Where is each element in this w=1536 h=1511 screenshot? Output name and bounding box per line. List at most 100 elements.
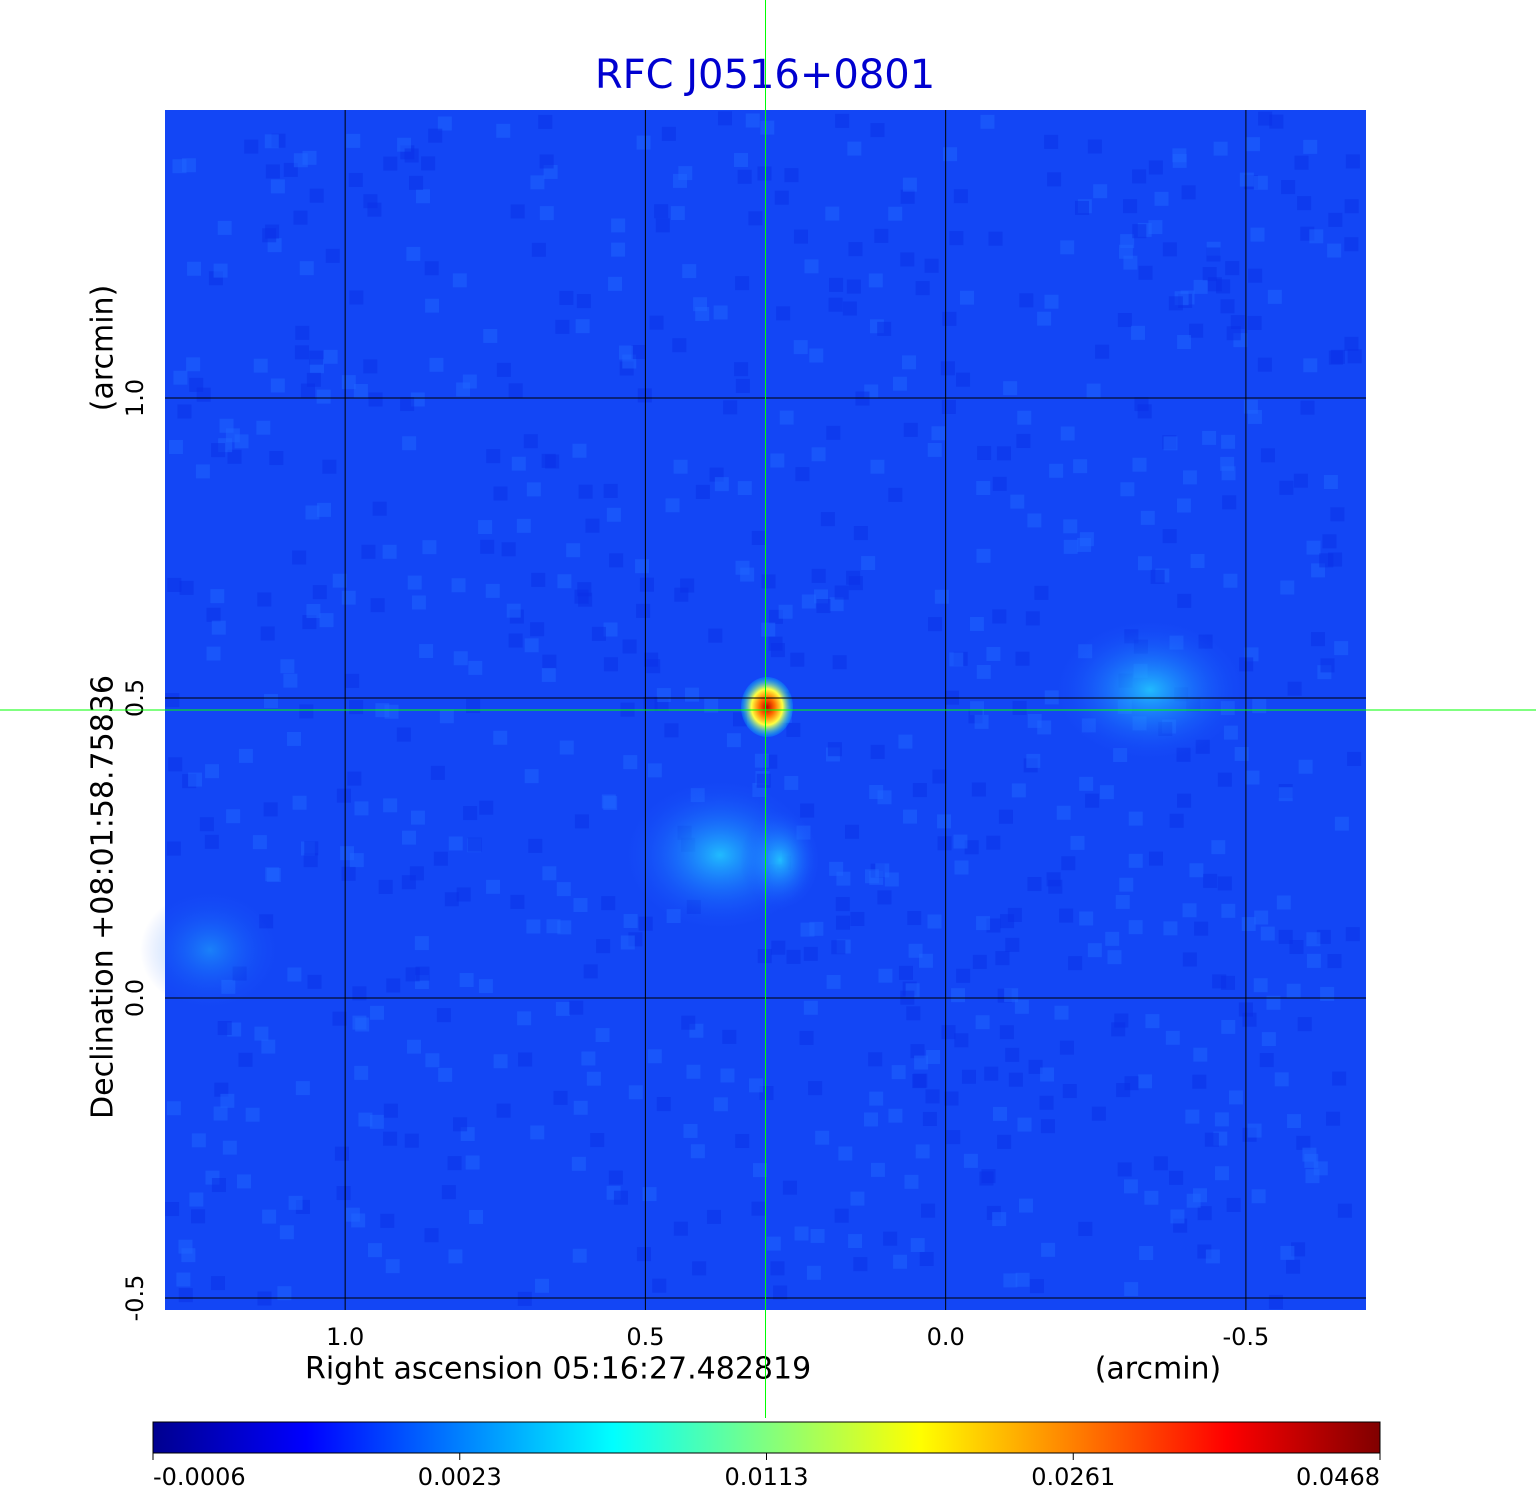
noise-pixel (1182, 903, 1197, 918)
noise-pixel (1123, 1179, 1138, 1194)
noise-pixel (737, 169, 752, 184)
noise-pixel (448, 836, 463, 851)
noise-pixel (1115, 894, 1130, 909)
noise-pixel (998, 809, 1013, 824)
noise-pixel (1070, 835, 1085, 850)
noise-pixel (714, 477, 729, 492)
noise-pixel (294, 345, 309, 360)
noise-pixel (1216, 279, 1231, 294)
noise-pixel (309, 350, 324, 365)
noise-pixel (1300, 400, 1315, 415)
noise-pixel (720, 1068, 735, 1083)
noise-pixel (1099, 785, 1114, 800)
noise-pixel (1248, 268, 1263, 283)
noise-pixel (206, 607, 221, 622)
noise-pixel (1027, 877, 1042, 892)
noise-pixel (927, 914, 942, 929)
noise-pixel (370, 598, 385, 613)
noise-pixel (800, 803, 815, 818)
noise-pixel (312, 585, 327, 600)
noise-pixel (940, 361, 955, 376)
noise-pixel (976, 664, 991, 679)
colorbar-tick-label: 0.0023 (418, 1463, 502, 1491)
noise-pixel (647, 763, 662, 778)
noise-pixel (1222, 495, 1237, 510)
noise-pixel (1040, 1067, 1055, 1082)
noise-pixel (1079, 532, 1094, 547)
noise-pixel (574, 589, 589, 604)
noise-pixel (237, 1174, 252, 1189)
noise-pixel (478, 979, 493, 994)
noise-pixel (1062, 1084, 1077, 1099)
noise-pixel (1203, 873, 1218, 888)
noise-pixel (603, 796, 618, 811)
noise-pixel (1176, 498, 1191, 513)
noise-pixel (681, 1015, 696, 1030)
noise-pixel (1230, 315, 1245, 330)
noise-pixel (734, 362, 749, 377)
noise-pixel (757, 949, 772, 964)
noise-pixel (556, 882, 571, 897)
noise-pixel (816, 599, 831, 614)
noise-pixel (424, 1228, 439, 1243)
noise-pixel (210, 1276, 225, 1291)
noise-pixel (1245, 137, 1260, 152)
noise-pixel (690, 1144, 705, 1159)
noise-pixel (907, 911, 922, 926)
noise-pixel (870, 459, 885, 474)
noise-pixel (919, 1251, 934, 1266)
noise-pixel (1322, 534, 1337, 549)
noise-pixel (204, 834, 219, 849)
noise-pixel (557, 574, 572, 589)
noise-pixel (795, 467, 810, 482)
noise-pixel (963, 1153, 978, 1168)
noise-pixel (611, 218, 626, 233)
noise-pixel (623, 914, 638, 929)
noise-pixel (1185, 1109, 1200, 1124)
noise-pixel (770, 643, 785, 658)
noise-pixel (217, 220, 232, 235)
noise-pixel (1289, 940, 1304, 955)
noise-pixel (913, 1073, 928, 1088)
noise-pixel (168, 757, 183, 772)
noise-pixel (510, 204, 525, 219)
noise-pixel (1197, 1206, 1212, 1221)
noise-pixel (748, 211, 763, 226)
noise-pixel (300, 383, 315, 398)
noise-pixel (1168, 296, 1183, 311)
noise-pixel (900, 189, 915, 204)
noise-pixel (530, 175, 545, 190)
noise-pixel (1131, 325, 1146, 340)
noise-pixel (571, 1156, 586, 1171)
noise-pixel (211, 443, 226, 458)
noise-pixel (1326, 1111, 1341, 1126)
noise-pixel (1253, 978, 1268, 993)
noise-pixel (664, 723, 679, 738)
noise-pixel (277, 1286, 292, 1301)
noise-pixel (1247, 409, 1262, 424)
noise-pixel (1132, 457, 1147, 472)
noise-pixel (1044, 294, 1059, 309)
noise-pixel (1000, 914, 1015, 929)
noise-pixel (1345, 927, 1360, 942)
noise-pixel (369, 1114, 384, 1129)
noise-pixel (713, 305, 728, 320)
noise-pixel (1214, 1112, 1229, 1127)
noise-pixel (977, 445, 992, 460)
noise-pixel (479, 800, 494, 815)
noise-pixel (682, 264, 697, 279)
noise-pixel (1211, 840, 1226, 855)
noise-pixel (1193, 279, 1208, 294)
noise-pixel (1148, 220, 1163, 235)
noise-pixel (1260, 926, 1275, 941)
noise-pixel (436, 1008, 451, 1023)
noise-pixel (438, 1067, 453, 1082)
noise-pixel (526, 482, 541, 497)
noise-pixel (262, 1209, 277, 1224)
noise-pixel (1278, 787, 1293, 802)
noise-pixel (400, 397, 415, 412)
noise-pixel (407, 1039, 422, 1054)
noise-pixel (1075, 200, 1090, 215)
noise-pixel (453, 1117, 468, 1132)
noise-pixel (613, 1190, 628, 1205)
